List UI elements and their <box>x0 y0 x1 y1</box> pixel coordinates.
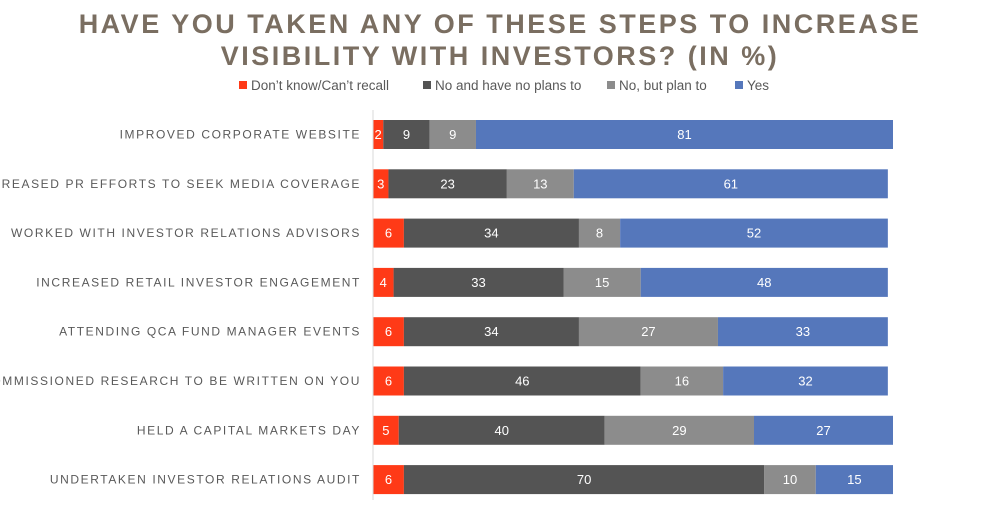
bar-no-and-have-no-plans-to <box>403 317 579 347</box>
bar-no-and-have-no-plans-to <box>403 218 579 248</box>
data-label: 6 <box>385 324 392 339</box>
data-label: 3 <box>377 176 384 191</box>
bar-no-but-plan-to <box>604 415 754 445</box>
bar-don-t-know-can-t-recall <box>373 366 404 396</box>
category-labels: IMPROVED CORPORATE WEBSITE INCREASED PR E… <box>0 128 361 487</box>
category-label: COMMISSIONED RESEARCH TO BE WRITTEN ON Y… <box>0 374 361 388</box>
category-label: HELD A CAPITAL MARKETS DAY <box>137 423 361 437</box>
legend-swatch-no-and-have-no-plans-to <box>423 81 431 89</box>
data-label: 5 <box>382 423 389 438</box>
data-label: 52 <box>747 226 761 241</box>
data-label: 6 <box>385 226 392 241</box>
legend-label-no-but-plan-to: No, but plan to <box>619 78 707 93</box>
legend-swatch-yes <box>735 81 743 89</box>
category-label: IMPROVED CORPORATE WEBSITE <box>120 128 361 142</box>
bar-no-and-have-no-plans-to <box>403 465 765 495</box>
bar-no-and-have-no-plans-to <box>398 415 605 445</box>
bar-yes <box>723 366 888 396</box>
bar-no-but-plan-to <box>764 465 816 495</box>
data-label: 6 <box>385 472 392 487</box>
legend-label-don-t-know-can-t-recall: Don’t know/Can’t recall <box>251 78 389 93</box>
bar-yes <box>573 169 888 199</box>
data-label: 81 <box>677 127 691 142</box>
data-label: 46 <box>515 374 529 389</box>
category-label: UNDERTAKEN INVESTOR RELATIONS AUDIT <box>50 473 361 487</box>
data-label: 9 <box>449 127 456 142</box>
bar-no-but-plan-to <box>578 218 621 248</box>
data-label: 8 <box>596 226 603 241</box>
data-label: 27 <box>816 423 830 438</box>
bars: 2 9 9 813 23 13 616 34 8 524 33 15 486 34 27 336 46 16 325… <box>373 120 893 495</box>
data-label: 13 <box>533 176 547 191</box>
bar-no-but-plan-to <box>640 366 724 396</box>
bar-yes <box>753 415 893 445</box>
data-label: 15 <box>847 472 861 487</box>
data-label: 33 <box>471 275 485 290</box>
data-label: 29 <box>672 423 686 438</box>
bar-no-but-plan-to <box>429 120 476 149</box>
category-label: INCREASED PR EFFORTS TO SEEK MEDIA COVER… <box>0 177 361 191</box>
data-label: 15 <box>595 275 609 290</box>
legend-label-no-and-have-no-plans-to: No and have no plans to <box>435 78 581 93</box>
data-label: 2 <box>375 127 382 142</box>
data-label: 4 <box>380 275 387 290</box>
bar-don-t-know-can-t-recall <box>373 317 404 347</box>
bar-no-and-have-no-plans-to <box>393 267 564 297</box>
bar-don-t-know-can-t-recall <box>373 169 389 199</box>
bar-no-and-have-no-plans-to <box>403 366 641 396</box>
bar-no-and-have-no-plans-to <box>388 169 507 199</box>
legend-swatch-don-t-know-can-t-recall <box>239 81 247 89</box>
data-label: 27 <box>641 324 655 339</box>
bar-don-t-know-can-t-recall <box>373 120 384 149</box>
chart-title: HAVE YOU TAKEN ANY OF THESE STEPS TO INC… <box>0 8 1000 72</box>
data-label: 10 <box>783 472 797 487</box>
data-label: 33 <box>796 324 810 339</box>
data-label: 6 <box>385 374 392 389</box>
data-label: 16 <box>675 374 689 389</box>
chart-title-line-2: VISIBILITY WITH INVESTORS? (IN %) <box>220 41 780 71</box>
legend: Don’t know/Can’t recall No and have no pl… <box>239 78 769 93</box>
legend-label-yes: Yes <box>747 78 769 93</box>
bar-no-but-plan-to <box>506 169 574 199</box>
bar-yes <box>640 267 888 297</box>
category-label: WORKED WITH INVESTOR RELATIONS ADVISORS <box>11 226 361 240</box>
data-label: 34 <box>484 226 498 241</box>
data-label: 70 <box>577 472 591 487</box>
data-label: 34 <box>484 324 498 339</box>
bar-don-t-know-can-t-recall <box>373 465 404 495</box>
data-label: 48 <box>757 275 771 290</box>
bar-don-t-know-can-t-recall <box>373 218 404 248</box>
data-label: 40 <box>494 423 508 438</box>
bar-no-but-plan-to <box>578 317 718 347</box>
bar-yes <box>475 120 893 149</box>
bar-yes <box>620 218 888 248</box>
bar-don-t-know-can-t-recall <box>373 415 399 445</box>
chart-title-line-1: HAVE YOU TAKEN ANY OF THESE STEPS TO INC… <box>78 9 922 39</box>
data-label: 32 <box>798 374 812 389</box>
bar-don-t-know-can-t-recall <box>373 267 394 297</box>
legend-swatch-no-but-plan-to <box>607 81 615 89</box>
bar-yes <box>815 465 893 495</box>
category-label: INCREASED RETAIL INVESTOR ENGAGEMENT <box>36 275 361 289</box>
data-label: 23 <box>440 176 454 191</box>
data-label: 9 <box>403 127 410 142</box>
bar-no-and-have-no-plans-to <box>383 120 430 149</box>
bar-no-but-plan-to <box>563 267 641 297</box>
bar-yes <box>717 317 888 347</box>
data-label: 61 <box>724 176 738 191</box>
category-label: ATTENDING QCA FUND MANAGER EVENTS <box>59 325 361 339</box>
